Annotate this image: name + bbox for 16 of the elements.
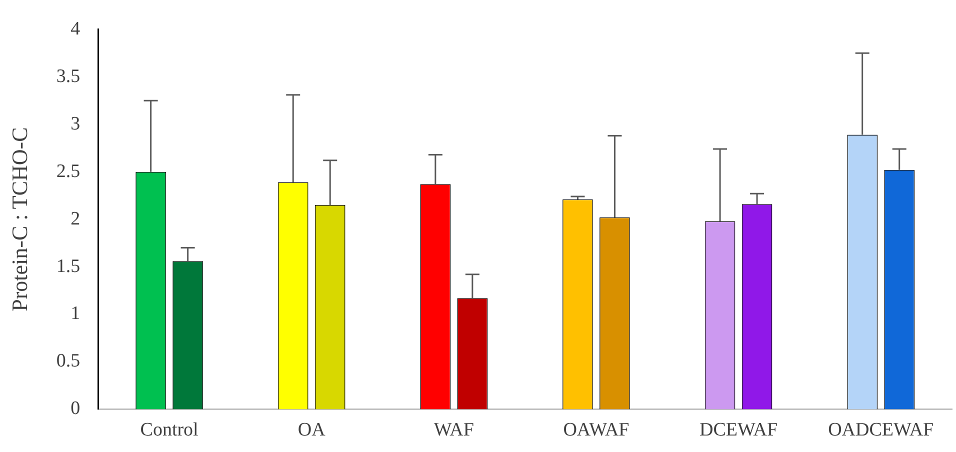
x-tick-label: DCEWAF — [699, 420, 778, 441]
y-tick-label: 1 — [70, 303, 80, 324]
y-tick-label: 1.5 — [56, 256, 80, 277]
y-tick-label: 4 — [70, 18, 81, 40]
x-tick-label: OADCEWAF — [828, 420, 934, 441]
x-tick-label: Control — [140, 420, 198, 441]
y-axis-title: Protein-C : TCHO-C — [6, 127, 32, 312]
y-tick-label: 0.5 — [56, 350, 80, 372]
y-tick-label: 3.5 — [56, 66, 80, 87]
x-tick-label: OA — [298, 420, 326, 441]
y-tick-label: 0 — [70, 398, 80, 420]
x-tick-label: OAWAF — [563, 420, 630, 441]
y-tick-label: 3 — [70, 113, 80, 134]
y-tick-label: 2 — [70, 208, 80, 230]
x-tick-label: WAF — [434, 420, 474, 441]
y-tick-label: 2.5 — [56, 160, 80, 182]
